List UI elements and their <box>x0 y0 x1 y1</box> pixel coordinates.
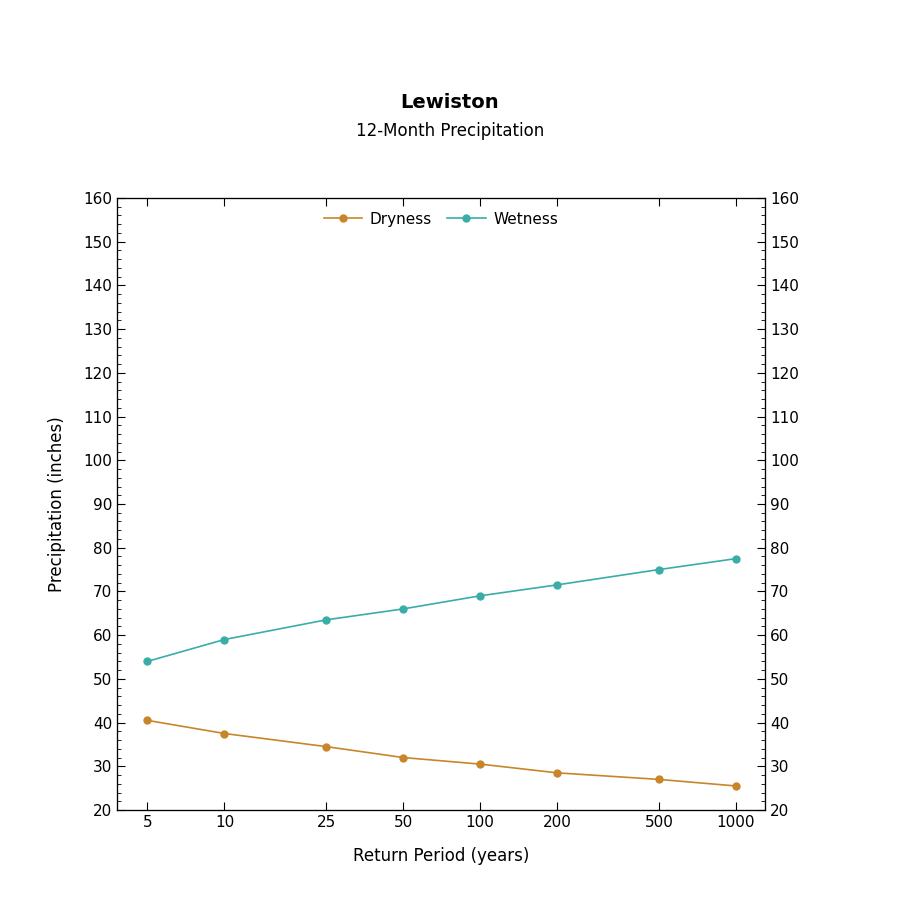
Wetness <box>320 615 331 626</box>
Wetness <box>552 580 562 590</box>
Dryness <box>398 752 409 763</box>
Line: Wetness: Wetness <box>144 555 739 665</box>
Dryness <box>731 780 742 791</box>
Wetness <box>398 604 409 615</box>
Y-axis label: Precipitation (inches): Precipitation (inches) <box>49 416 67 592</box>
Dryness <box>552 768 562 778</box>
Dryness <box>142 715 153 725</box>
Text: 12-Month Precipitation: 12-Month Precipitation <box>356 122 544 140</box>
Wetness <box>142 656 153 667</box>
X-axis label: Return Period (years): Return Period (years) <box>353 847 529 865</box>
Text: Lewiston: Lewiston <box>400 94 500 112</box>
Wetness <box>219 634 230 645</box>
Dryness <box>320 742 331 752</box>
Wetness <box>653 564 664 575</box>
Legend: Dryness, Wetness: Dryness, Wetness <box>318 205 564 233</box>
Wetness <box>731 554 742 564</box>
Wetness <box>475 590 486 601</box>
Dryness <box>653 774 664 785</box>
Dryness <box>475 759 486 769</box>
Dryness <box>219 728 230 739</box>
Line: Dryness: Dryness <box>144 717 739 789</box>
